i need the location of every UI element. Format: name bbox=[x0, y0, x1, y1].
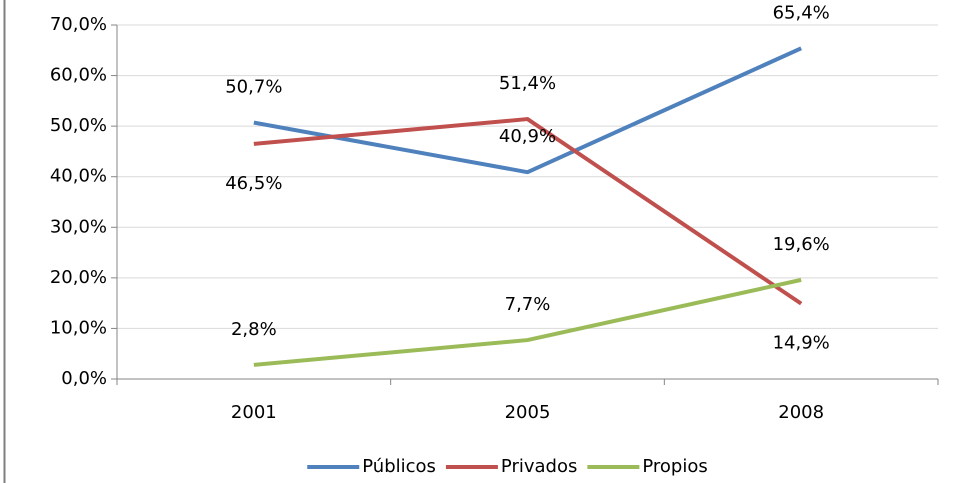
y-tick-label: 20,0% bbox=[50, 267, 107, 288]
legend-label: Privados bbox=[501, 456, 577, 477]
legend-label: Propios bbox=[642, 456, 707, 477]
data-label: 46,5% bbox=[225, 173, 282, 194]
data-label: 2,8% bbox=[231, 319, 277, 340]
x-tick-label: 2001 bbox=[231, 402, 277, 423]
y-tick-label: 30,0% bbox=[50, 216, 107, 237]
y-tick-label: 40,0% bbox=[50, 166, 107, 187]
data-label: 51,4% bbox=[499, 73, 556, 94]
y-tick-label: 70,0% bbox=[50, 14, 107, 35]
data-label: 65,4% bbox=[773, 2, 830, 23]
y-tick-label: 10,0% bbox=[50, 317, 107, 338]
legend-item: Públicos bbox=[307, 456, 436, 477]
data-label: 40,9% bbox=[499, 126, 556, 147]
x-tick-label: 2005 bbox=[505, 402, 551, 423]
y-tick-label: 0,0% bbox=[61, 368, 107, 389]
legend-label: Públicos bbox=[362, 456, 436, 477]
data-label: 19,6% bbox=[773, 234, 830, 255]
y-tick-label: 60,0% bbox=[50, 65, 107, 86]
data-label: 7,7% bbox=[505, 294, 551, 315]
series-line bbox=[253, 117, 803, 306]
series-line bbox=[253, 46, 802, 175]
x-tick-label: 2008 bbox=[778, 402, 824, 423]
y-tick-label: 50,0% bbox=[50, 115, 107, 136]
legend-item: Privados bbox=[445, 456, 577, 477]
series-line bbox=[253, 277, 802, 367]
data-label: 14,9% bbox=[773, 333, 830, 354]
data-label: 50,7% bbox=[225, 77, 282, 98]
legend-item: Propios bbox=[587, 456, 708, 477]
